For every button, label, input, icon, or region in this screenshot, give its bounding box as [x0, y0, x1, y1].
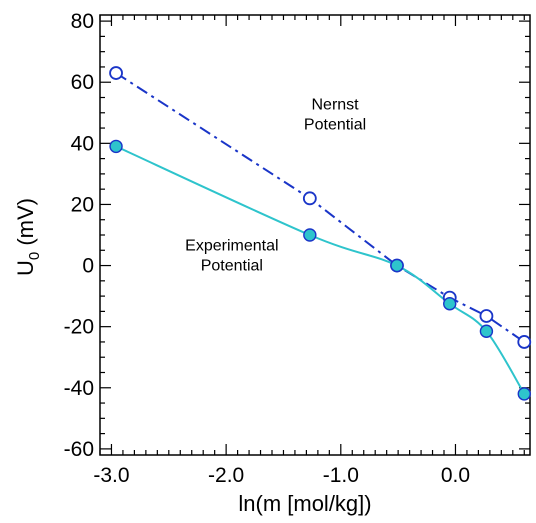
x-tick-label: -2.0 [208, 464, 244, 487]
annotation-line: Potential [304, 117, 366, 134]
nernst-point [109, 66, 123, 80]
annotation-line: Experimental [185, 237, 278, 254]
y-tick-label: 20 [71, 193, 94, 216]
annotation-line: Potential [201, 257, 263, 274]
y-axis-title-main: U [13, 260, 38, 276]
y-tick-label: 80 [71, 10, 94, 33]
y-tick-label: 40 [71, 132, 94, 155]
experimental-point [303, 228, 317, 242]
annotations: Nernst Potential Experimental Potential [185, 97, 366, 275]
experimental-series-line [115, 145, 526, 395]
x-tick-label: -3.0 [93, 464, 129, 487]
experimental-potential-label: Experimental Potential [185, 237, 278, 274]
nernst-point [302, 191, 317, 206]
experimental-point [390, 258, 404, 273]
nernst-point [517, 335, 532, 349]
y-tick-label: -40 [64, 377, 94, 400]
y-tick-label: -20 [64, 316, 94, 339]
nernst-point [479, 309, 494, 323]
nernst-potential-label: Nernst Potential [304, 97, 366, 134]
experimental-point [443, 297, 457, 311]
y-tick-label: 60 [71, 71, 94, 94]
experimental-point [109, 139, 123, 154]
axis-ticks [99, 15, 530, 455]
x-axis-title: ln(m [mol/kg]) [238, 491, 371, 516]
nernst-series-line [115, 72, 525, 343]
y-axis-title: U0 (mV) [13, 198, 43, 276]
experimental-point [479, 324, 494, 338]
x-tick-label: 0.0 [441, 464, 470, 487]
x-tick-label: -1.0 [323, 464, 359, 487]
y-tick-label: 0 [82, 255, 94, 278]
y-axis-title-subscript: 0 [26, 252, 43, 260]
y-axis-title-unit: (mV) [13, 198, 38, 252]
series-markers [109, 66, 532, 401]
axis-tick-labels: -3.0 -2.0 -1.0 0.0 80 60 40 20 0 -20 -40 -60 [64, 10, 470, 487]
annotation-line: Nernst [312, 97, 360, 114]
y-tick-label: -60 [64, 438, 94, 461]
experimental-point [517, 387, 531, 401]
